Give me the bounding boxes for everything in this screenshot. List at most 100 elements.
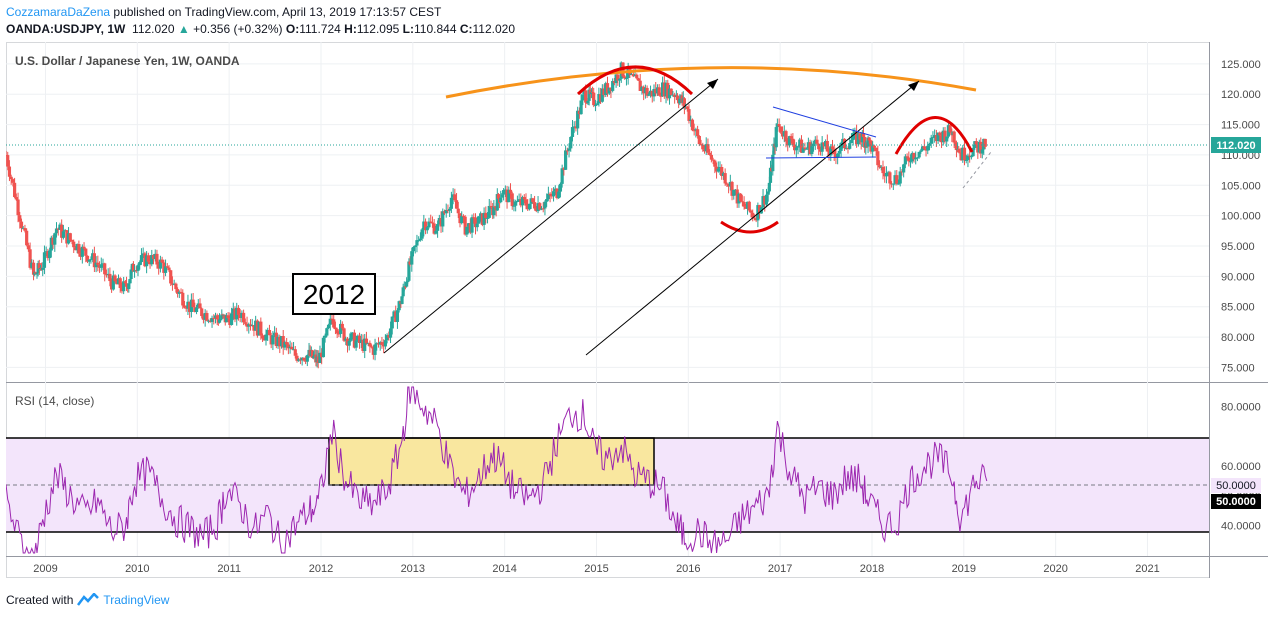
candle-body (543, 201, 547, 209)
candle-body (871, 145, 875, 152)
symbol-info: OANDA:USDJPY, 1W 112.020 ▲ +0.356 (+0.32… (6, 22, 515, 36)
candle-body (936, 132, 940, 142)
trend-line-1[interactable] (383, 78, 719, 354)
trend-line-2[interactable] (585, 80, 920, 356)
candle-body (694, 129, 698, 131)
candle-body (721, 173, 726, 176)
candle-body (219, 318, 223, 320)
candle-body (786, 141, 790, 146)
candle-body (442, 211, 447, 214)
candle-body (915, 157, 920, 159)
price-change: +0.356 (+0.32%) (193, 22, 283, 36)
candle-body (54, 228, 59, 234)
candle-body (188, 301, 192, 312)
candle-body (387, 335, 391, 338)
candle-body (718, 167, 722, 169)
candle-body (817, 143, 821, 150)
candle-body (631, 74, 635, 77)
projection-line[interactable] (962, 151, 992, 189)
candle-body (73, 247, 78, 251)
close-label: C: (459, 22, 473, 36)
candle-body (883, 173, 887, 177)
candle-body (342, 328, 346, 341)
candle-body (449, 197, 453, 209)
author-link[interactable]: CozzamaraDaZena (6, 5, 111, 19)
candle-body (405, 281, 409, 287)
candle-body (903, 156, 907, 165)
candle-body (191, 299, 195, 308)
candle-body (957, 149, 961, 153)
candle-body (351, 332, 355, 334)
candle-body (519, 199, 523, 206)
candle-body (229, 313, 234, 325)
candle-body (418, 238, 422, 241)
rsi-tick-label: 60.0000 (1221, 461, 1261, 473)
candle-body (146, 255, 150, 262)
candle-body (799, 139, 804, 153)
candle-body (590, 92, 595, 94)
candle-body (766, 191, 770, 195)
red-arc-top-drawing[interactable] (576, 65, 694, 96)
candle-body (283, 342, 287, 348)
candle-body (685, 106, 689, 110)
candle-body (931, 137, 935, 139)
candle-body (638, 80, 642, 91)
candle-body (493, 206, 497, 208)
candle-body (966, 155, 970, 160)
price-tick-label: 95.000 (1221, 241, 1255, 253)
candle-body (321, 337, 325, 358)
candle-body (413, 245, 417, 248)
candle-body (434, 230, 438, 234)
candle-body (576, 110, 580, 129)
candle-body (143, 253, 147, 267)
candle-body (224, 315, 228, 323)
chart-frame[interactable]: 2012 U.S. Dollar / Japanese Yen, 1W, OAN… (4, 42, 1268, 587)
candle-body (101, 263, 105, 265)
candle-body (82, 246, 86, 249)
tradingview-brand-link[interactable]: TradingView (103, 593, 170, 607)
time-tick-label: 2021 (1135, 563, 1159, 575)
candle-body (295, 355, 299, 361)
candle-body (46, 251, 50, 259)
candle-body (193, 307, 197, 312)
candle-body (278, 336, 282, 347)
candle-body (893, 175, 897, 184)
candle-body (79, 253, 83, 257)
candle-body (733, 189, 738, 191)
candle-body (378, 342, 382, 345)
red-arc-right-drawing[interactable] (894, 116, 974, 155)
annotation-box[interactable] (292, 273, 376, 315)
candle-body (97, 264, 102, 268)
candle-body (274, 332, 278, 346)
candle-body (822, 142, 826, 147)
chart-svg[interactable]: 2012 U.S. Dollar / Japanese Yen, 1W, OAN… (4, 42, 1268, 582)
orange-arc-drawing[interactable] (445, 66, 977, 99)
candle-body (325, 328, 329, 336)
candle-body (801, 147, 805, 153)
candle-body (68, 233, 72, 241)
candle-body (196, 303, 200, 308)
candle-body (597, 93, 601, 104)
candle-body (879, 166, 883, 168)
triangle-upper-line[interactable] (772, 106, 877, 138)
triangle-lower-line[interactable] (765, 156, 877, 159)
candle-body (739, 193, 743, 202)
candle-body (210, 317, 214, 322)
rsi-highlight-box[interactable] (328, 437, 655, 486)
candle-body (359, 339, 363, 343)
candle-body (939, 135, 944, 143)
candle-body (245, 323, 249, 327)
candle-body (961, 147, 965, 161)
candle-body (713, 160, 717, 167)
candle-body (201, 316, 206, 320)
red-arc-bottom-drawing[interactable] (720, 220, 779, 234)
candle-body (236, 307, 241, 315)
candle-body (564, 150, 568, 170)
candle-body (567, 148, 571, 151)
candle-body (13, 182, 17, 198)
candle-body (867, 137, 871, 141)
candle-body (874, 147, 878, 152)
candle-body (207, 320, 211, 322)
candle-body (354, 340, 358, 348)
candle-body (546, 193, 550, 200)
